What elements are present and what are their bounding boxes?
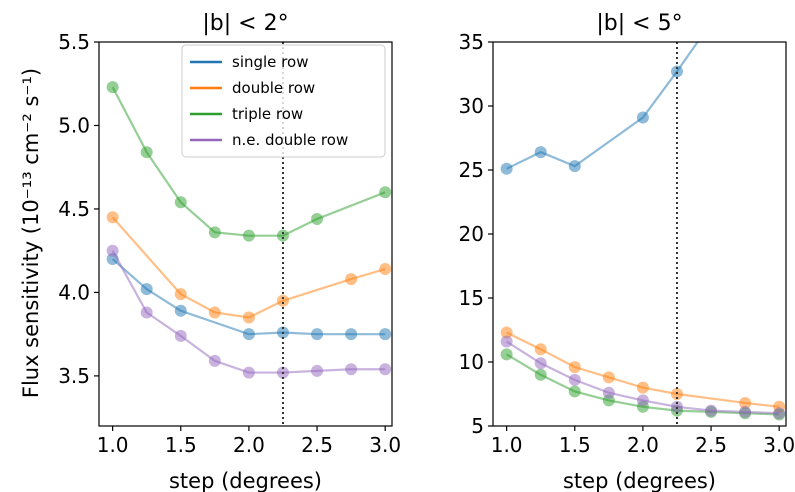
legend-box: [181, 44, 386, 158]
y-tick-label: 4.5: [58, 197, 90, 221]
data-point-triple-row: [276, 229, 289, 242]
data-point-double-row: [106, 211, 119, 224]
data-point-n-e-double-row: [500, 335, 513, 348]
chart-title: |b| < 2°: [202, 11, 288, 36]
data-point-single-row: [140, 283, 153, 296]
plot-area: [500, 42, 786, 426]
x-axis-label: step (degrees): [563, 469, 716, 492]
data-point-double-row: [534, 343, 547, 356]
data-point-triple-row: [534, 368, 547, 381]
y-tick-label: 30: [459, 94, 484, 118]
data-point-double-row: [636, 381, 649, 394]
panel-left: 1.0 1.5 2.0 2.5 3.0 3.5 4.0 4.5 5.0 5.5 |b| < 2° st…: [58, 11, 401, 492]
x-axis-label: step (degrees): [169, 469, 322, 492]
axes-frame: [492, 41, 787, 427]
data-point-n-e-double-row: [311, 364, 324, 377]
data-point-triple-row: [500, 348, 513, 361]
data-point-n-e-double-row: [773, 407, 786, 420]
data-point-triple-row: [208, 226, 221, 239]
y-tick-label: 20: [459, 222, 484, 246]
data-point-single-row: [311, 328, 324, 341]
y-tick-label: 35: [459, 30, 484, 54]
data-point-single-row: [174, 304, 187, 317]
series-line-single-row: [506, 42, 699, 170]
y-tick-label: 5: [471, 414, 484, 438]
data-point-double-row: [208, 306, 221, 319]
data-point-triple-row: [242, 229, 255, 242]
legend-label-n-e-double-row: n.e. double row: [232, 131, 348, 149]
x-tick-label: 3.0: [763, 433, 795, 457]
data-point-n-e-double-row: [670, 400, 683, 413]
legend-label-double-row: double row: [232, 79, 315, 97]
x-tick-label: 1.0: [97, 433, 129, 457]
legend: single row double row triple row n.e. doubl…: [181, 44, 386, 158]
series-line-double-row: [506, 331, 780, 408]
data-point-single-row: [568, 160, 581, 173]
data-point-triple-row: [140, 146, 153, 159]
y-tick-label: 15: [459, 286, 484, 310]
data-point-triple-row: [379, 186, 392, 199]
y-tick-label: 5.5: [58, 30, 90, 54]
y-axis-label: Flux sensitivity (10⁻¹³ cm⁻² s⁻¹): [19, 68, 43, 398]
data-point-double-row: [242, 311, 255, 324]
data-point-double-row: [568, 361, 581, 374]
x-tick-label: 3.0: [369, 433, 401, 457]
x-tick-label: 1.5: [165, 433, 197, 457]
data-point-single-row: [345, 328, 358, 341]
data-point-triple-row: [174, 196, 187, 209]
x-tick-label: 1.5: [559, 433, 591, 457]
data-point-triple-row: [568, 385, 581, 398]
data-point-double-row: [602, 371, 615, 384]
series-line-triple-row: [111, 86, 386, 237]
data-point-single-row: [379, 328, 392, 341]
data-point-double-row: [379, 263, 392, 276]
data-point-n-e-double-row: [345, 363, 358, 376]
data-point-n-e-double-row: [379, 363, 392, 376]
chart-title: |b| < 5°: [596, 11, 682, 36]
y-tick-label: 4.0: [58, 280, 90, 304]
data-point-n-e-double-row: [140, 306, 153, 319]
data-point-single-row: [534, 146, 547, 159]
x-tick-label: 2.5: [695, 433, 727, 457]
axes-frame: [98, 41, 393, 427]
data-point-n-e-double-row: [174, 329, 187, 342]
data-point-double-row: [174, 288, 187, 301]
x-tick-label: 2.0: [233, 433, 265, 457]
y-tick-label: 10: [459, 350, 484, 374]
y-tick-label: 3.5: [58, 364, 90, 388]
data-point-triple-row: [311, 212, 324, 225]
data-point-n-e-double-row: [568, 373, 581, 386]
data-point-n-e-double-row: [602, 386, 615, 399]
data-point-n-e-double-row: [636, 394, 649, 407]
data-point-single-row: [500, 162, 513, 175]
data-point-double-row: [500, 326, 513, 339]
data-point-n-e-double-row: [534, 357, 547, 370]
data-point-double-row: [345, 273, 358, 286]
x-tick-label: 1.0: [491, 433, 523, 457]
data-point-n-e-double-row: [208, 354, 221, 367]
x-tick-label: 2.0: [627, 433, 659, 457]
x-tick-label: 2.5: [301, 433, 333, 457]
y-tick-label: 25: [459, 158, 484, 182]
y-tick-label: 5.0: [58, 113, 90, 137]
data-point-n-e-double-row: [705, 404, 718, 417]
data-point-single-row: [242, 328, 255, 341]
data-point-double-row: [276, 294, 289, 307]
panel-right: 1.0 1.5 2.0 2.5 3.0 5 10 15 20 25 30 35 |b| < 5° step…: [459, 11, 795, 492]
legend-label-triple-row: triple row: [232, 105, 303, 123]
data-point-single-row: [636, 111, 649, 124]
data-point-triple-row: [106, 81, 119, 94]
legend-label-single-row: single row: [232, 53, 308, 71]
data-point-single-row: [670, 65, 683, 78]
plot-area: [106, 42, 392, 426]
data-point-n-e-double-row: [242, 366, 255, 379]
data-point-double-row: [739, 396, 752, 409]
data-point-n-e-double-row: [106, 244, 119, 257]
data-point-n-e-double-row: [739, 405, 752, 418]
